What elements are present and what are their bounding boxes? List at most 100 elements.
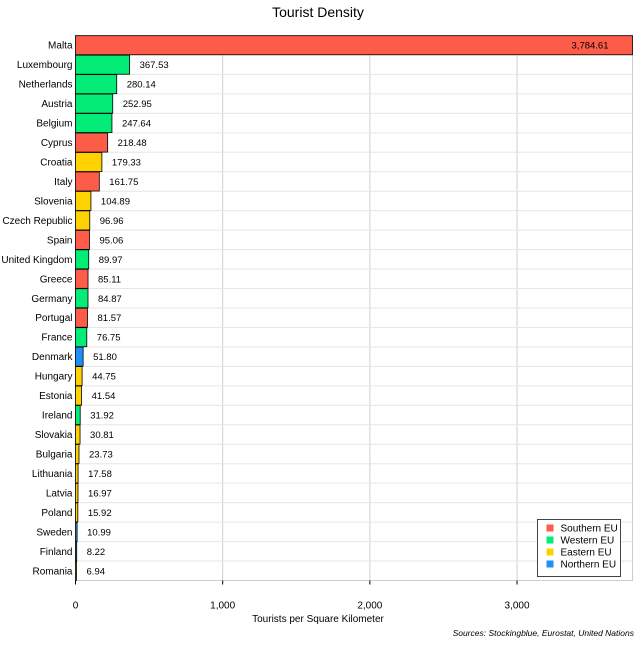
bar-greece bbox=[75, 268, 89, 289]
bar-united-kingdom bbox=[75, 249, 90, 270]
category-label: France bbox=[41, 333, 73, 344]
value-label: 247.64 bbox=[122, 119, 151, 130]
x-tick-label: 2,000 bbox=[357, 601, 382, 612]
bar-luxembourg bbox=[75, 54, 130, 75]
bar-belgium bbox=[75, 113, 113, 134]
value-label: 81.57 bbox=[98, 313, 122, 324]
legend-label: Northern EU bbox=[561, 560, 617, 571]
bar-romania bbox=[75, 560, 77, 581]
source-note: Sources: Stockingblue, Eurostat, United … bbox=[453, 628, 635, 638]
bar-estonia bbox=[75, 385, 83, 406]
value-label: 96.96 bbox=[100, 216, 124, 227]
value-label: 89.97 bbox=[99, 255, 123, 266]
bar-latvia bbox=[75, 482, 79, 503]
category-label: Croatia bbox=[40, 158, 73, 169]
category-label: Cyprus bbox=[41, 138, 73, 149]
bar-italy bbox=[75, 171, 100, 192]
value-label: 30.81 bbox=[90, 430, 114, 441]
category-label: Italy bbox=[54, 177, 72, 188]
value-label: 51.80 bbox=[93, 352, 117, 363]
value-label: 161.75 bbox=[109, 177, 138, 188]
x-tick-label: 3,000 bbox=[505, 601, 530, 612]
category-label: Malta bbox=[48, 41, 73, 52]
bar-slovenia bbox=[75, 191, 92, 211]
category-label: Sweden bbox=[36, 527, 72, 538]
value-label: 44.75 bbox=[92, 372, 116, 383]
bar-portugal bbox=[75, 307, 88, 328]
bar-croatia bbox=[75, 152, 103, 172]
bar-cyprus bbox=[75, 132, 109, 153]
bar-bulgaria bbox=[75, 444, 80, 464]
category-label: Czech Republic bbox=[2, 216, 72, 227]
legend-label: Western EU bbox=[561, 536, 615, 547]
x-axis-ticks: 0 1,000 2,000 3,000 bbox=[73, 580, 530, 612]
category-label: Germany bbox=[31, 294, 72, 305]
value-label: 41.54 bbox=[92, 391, 116, 402]
category-label: Finland bbox=[40, 547, 73, 558]
category-label: Romania bbox=[32, 566, 72, 577]
category-labels: Malta Luxembourg Netherlands Austria Belgium… bbox=[1, 41, 73, 578]
bar-ireland bbox=[75, 405, 81, 425]
category-label: United Kingdom bbox=[1, 255, 72, 266]
category-label: Portugal bbox=[35, 313, 72, 324]
value-label: 218.48 bbox=[118, 138, 147, 149]
bar-slovakia bbox=[75, 424, 81, 445]
bar-sweden bbox=[75, 521, 78, 542]
bar-czech-republic bbox=[75, 210, 91, 231]
value-label: 6.94 bbox=[87, 566, 106, 577]
bar-denmark bbox=[75, 346, 84, 367]
category-label: Belgium bbox=[36, 119, 72, 130]
value-labels: 3,784.61 367.53 280.14 252.95 247.64 218.48 17… bbox=[87, 41, 609, 578]
category-label: Netherlands bbox=[19, 80, 73, 91]
category-label: Slovakia bbox=[35, 430, 73, 441]
value-label: 10.99 bbox=[87, 527, 111, 538]
row-separators bbox=[75, 54, 633, 562]
value-label: 104.89 bbox=[101, 196, 130, 207]
value-label: 367.53 bbox=[140, 60, 169, 71]
category-label: Spain bbox=[47, 235, 73, 246]
legend-swatch bbox=[546, 560, 554, 568]
value-label: 31.92 bbox=[90, 411, 114, 422]
x-tick-label: 0 bbox=[73, 601, 79, 612]
bar-austria bbox=[75, 93, 114, 114]
category-label: Hungary bbox=[35, 372, 73, 383]
category-label: Austria bbox=[41, 99, 73, 110]
value-label: 85.11 bbox=[98, 274, 121, 285]
category-label: Lithuania bbox=[32, 469, 73, 480]
bar-france bbox=[75, 327, 88, 348]
x-axis-title: Tourists per Square Kilometer bbox=[252, 614, 384, 625]
value-label: 179.33 bbox=[112, 158, 141, 169]
value-label: 280.14 bbox=[127, 80, 156, 91]
category-label: Greece bbox=[40, 274, 73, 285]
value-label: 252.95 bbox=[123, 99, 152, 110]
category-label: Estonia bbox=[39, 391, 73, 402]
legend-swatch bbox=[546, 536, 554, 544]
bar-finland bbox=[75, 541, 78, 562]
value-label: 76.75 bbox=[97, 333, 121, 344]
legend-swatch bbox=[546, 548, 554, 556]
legend-label: Eastern EU bbox=[561, 548, 612, 559]
x-tick-label: 1,000 bbox=[210, 601, 235, 612]
category-label: Ireland bbox=[42, 411, 73, 422]
legend-swatch bbox=[546, 524, 554, 532]
bar-lithuania bbox=[75, 463, 79, 484]
value-label: 84.87 bbox=[98, 294, 122, 305]
bars bbox=[75, 35, 633, 581]
value-label: 3,784.61 bbox=[572, 41, 609, 52]
category-label: Bulgaria bbox=[36, 449, 73, 460]
category-label: Poland bbox=[41, 508, 72, 519]
value-label: 16.97 bbox=[88, 488, 112, 499]
category-label: Denmark bbox=[32, 352, 74, 363]
value-label: 8.22 bbox=[87, 547, 106, 558]
legend-label: Southern EU bbox=[561, 524, 618, 535]
bar-germany bbox=[75, 288, 89, 309]
value-label: 17.58 bbox=[88, 469, 112, 480]
bar-hungary bbox=[75, 366, 83, 387]
value-label: 23.73 bbox=[89, 449, 113, 460]
value-label: 95.06 bbox=[99, 235, 123, 246]
value-label: 15.92 bbox=[88, 508, 112, 519]
bar-poland bbox=[75, 502, 79, 523]
